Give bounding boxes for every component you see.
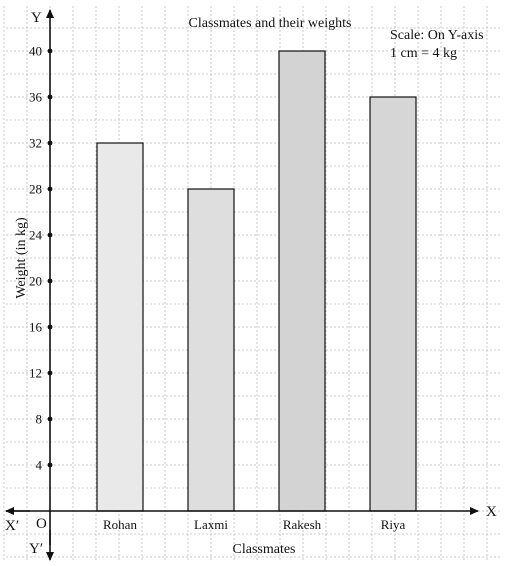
bars-group: [96, 50, 417, 512]
y-tick-mark: [47, 140, 53, 146]
x-category-labels: Rohan Laxmi Rakesh Riya: [103, 517, 405, 532]
y-tick-mark: [47, 324, 53, 330]
y-tick-label: 36: [29, 90, 43, 105]
y-axis-title: Weight (in kg): [14, 217, 29, 299]
grid-lines: [3, 6, 500, 560]
x-category-label: Laxmi: [194, 517, 228, 532]
y-tick-mark: [47, 416, 53, 422]
y-tick-mark: [47, 48, 53, 54]
y-ticks: 4 8 12 16 20 24 28 32 36 40: [29, 44, 53, 473]
bar-laxmi: [187, 188, 235, 512]
y-tick-label: 40: [29, 44, 42, 59]
y-tick-mark: [47, 94, 53, 100]
y-tick-label: 4: [36, 458, 43, 473]
y-tick-label: 12: [29, 366, 42, 381]
scale-note-line-2: 1 cm = 4 kg: [390, 46, 457, 61]
bar-rakesh: [278, 50, 326, 512]
y-tick-mark: [47, 232, 53, 238]
y-tick-label: 20: [29, 274, 42, 289]
bar-riya: [369, 96, 417, 512]
axis-letter-x: X: [486, 504, 497, 520]
x-category-label: Riya: [381, 517, 406, 532]
x-axis-title: Classmates: [233, 542, 296, 557]
x-category-label: Rakesh: [283, 517, 322, 532]
x-category-label: Rohan: [103, 517, 137, 532]
bar-rohan: [96, 142, 144, 512]
y-tick-mark: [47, 462, 53, 468]
axis-letter-x-neg: X′: [5, 518, 19, 534]
axis-letter-y: Y: [31, 10, 42, 26]
scale-note-line-1: Scale: On Y-axis: [390, 28, 484, 43]
origin-label: O: [36, 516, 47, 532]
axis-letter-y-neg: Y′: [29, 541, 43, 557]
y-tick-mark: [47, 278, 53, 284]
y-tick-label: 32: [29, 136, 42, 151]
chart-title: Classmates and their weights: [189, 16, 352, 31]
y-tick-mark: [47, 370, 53, 376]
y-tick-label: 8: [36, 412, 43, 427]
y-tick-mark: [47, 186, 53, 192]
y-tick-label: 16: [29, 320, 43, 335]
y-tick-label: 28: [29, 182, 42, 197]
y-tick-label: 24: [29, 228, 43, 243]
